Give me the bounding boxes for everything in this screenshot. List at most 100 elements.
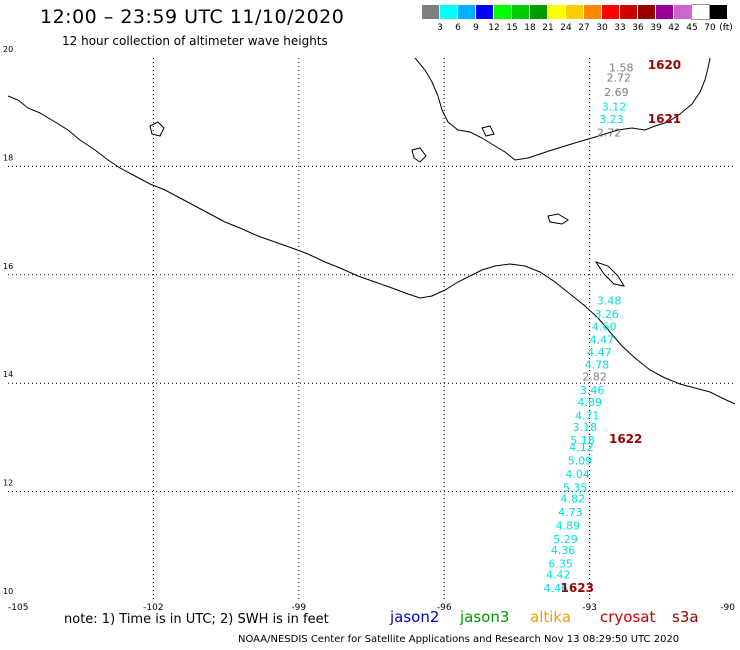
map-subtitle: 12 hour collection of altimeter wave hei…	[62, 34, 328, 48]
wave-height-value: 4.60	[592, 321, 617, 334]
color-scale-unit: (ft)	[719, 23, 733, 33]
track-time-label: 1620	[648, 58, 681, 72]
color-scale-label: 21	[542, 23, 554, 33]
satellite-legend-item: jason2	[390, 608, 440, 626]
wave-height-labels: 1.582.722.693.123.232.723.483.264.604.47…	[544, 62, 634, 595]
wave-height-value: 4.04	[565, 468, 590, 481]
color-scale-label: 39	[650, 23, 662, 33]
wave-height-value: 4.12	[569, 441, 594, 454]
wave-height-value: 6.35	[548, 557, 573, 570]
coastline	[7, 57, 736, 405]
satellite-legend-item: altika	[530, 608, 572, 626]
color-scale-label: 6	[455, 23, 461, 33]
color-scale-label: 33	[614, 23, 626, 33]
wave-height-value: 4.71	[575, 410, 600, 423]
color-swatch	[674, 5, 691, 19]
wave-height-value: 1.58	[609, 62, 634, 75]
satellite-legend-item: s3a	[672, 608, 699, 626]
wave-height-value: 2.69	[604, 86, 629, 99]
color-swatch	[422, 5, 439, 19]
latitude-tick-label: 16	[3, 262, 13, 271]
color-swatch	[494, 5, 511, 19]
longitude-tick-label: -99	[291, 603, 306, 613]
footer-note: note: 1) Time is in UTC; 2) SWH is in fe…	[64, 612, 329, 627]
longitude-tick-label: -105	[8, 603, 28, 613]
wave-height-value: 2.72	[607, 71, 632, 84]
color-scale-label: 9	[473, 23, 479, 33]
wave-height-value: 4.78	[585, 359, 610, 372]
color-swatch	[656, 5, 673, 19]
pacific-coastline	[7, 95, 736, 405]
color-swatch	[458, 5, 475, 19]
grid-lines	[8, 58, 735, 600]
color-swatch	[691, 4, 710, 20]
wave-height-value: 3.46	[580, 384, 605, 397]
wave-height-value: 3.12	[602, 101, 627, 114]
track-time-label: 1623	[561, 581, 594, 595]
wave-height-value: 4.89	[556, 520, 581, 533]
wave-height-value: 5.29	[553, 533, 578, 546]
latitude-tick-label: 18	[3, 153, 13, 162]
color-swatch	[476, 5, 493, 19]
color-swatch	[584, 5, 601, 19]
wave-height-value: 5.35	[563, 482, 588, 495]
color-scale-label: 36	[632, 23, 644, 33]
color-scale-label: 12	[488, 23, 500, 33]
satellite-legend-item: jason3	[460, 608, 510, 626]
color-swatch	[566, 5, 583, 19]
wave-height-value: 4.89	[577, 396, 602, 409]
gulf-coastline	[414, 57, 711, 161]
color-scale-label: 27	[578, 23, 590, 33]
color-scale-label: 42	[668, 23, 680, 33]
wave-height-value: 3.18	[573, 421, 598, 434]
longitude-tick-label: -93	[582, 603, 597, 613]
axis-labels: -105 -102 -99 -96 -93 -90 20 18 16 14 12 10	[3, 45, 735, 613]
color-scale-label: 30	[596, 23, 608, 33]
color-swatch	[710, 5, 727, 19]
wave-height-value: 4.73	[558, 506, 583, 519]
color-swatch	[512, 5, 529, 19]
wave-height-value: 5.09	[568, 455, 593, 468]
color-swatch	[440, 5, 457, 19]
map-title: 12:00 – 23:59 UTC 11/10/2020	[40, 6, 345, 28]
lake-outline	[594, 261, 626, 287]
wave-height-value: 4.46	[544, 582, 569, 595]
wave-height-value: 3.48	[597, 295, 622, 308]
color-scale-label: 15	[506, 23, 518, 33]
wave-height-value: 2.72	[597, 127, 622, 140]
wave-height-value: 2.82	[582, 370, 607, 383]
track-time-label: 1622	[609, 432, 642, 446]
wave-height-value: 3.23	[599, 113, 624, 126]
color-scale-label: 70	[704, 23, 716, 33]
latitude-tick-label: 10	[3, 587, 13, 596]
color-swatch	[638, 5, 655, 19]
track-time-label: 1621	[648, 112, 681, 126]
color-swatch	[620, 5, 637, 19]
wave-height-value: 4.36	[551, 544, 576, 557]
longitude-tick-label: -96	[437, 603, 452, 613]
longitude-tick-label: -90	[720, 603, 735, 613]
wave-height-value: 4.82	[561, 492, 586, 505]
color-swatch	[548, 5, 565, 19]
color-scale-label: 18	[524, 23, 536, 33]
wave-height-value: 4.42	[546, 568, 571, 581]
wave-height-value: 4.47	[587, 346, 612, 359]
longitude-tick-label: -102	[143, 603, 163, 613]
satellite-legend-item: cryosat	[600, 608, 656, 626]
color-swatch	[602, 5, 619, 19]
lake-outline	[411, 147, 427, 163]
credit-line: NOAA/NESDIS Center for Satellite Applica…	[238, 634, 680, 645]
color-scale-label: 3	[437, 23, 443, 33]
lake-outline	[547, 213, 569, 225]
color-scale-label: 24	[560, 23, 572, 33]
latitude-tick-label: 20	[3, 45, 13, 54]
lake-outline	[149, 121, 165, 137]
latitude-tick-label: 12	[3, 479, 13, 488]
lake-outline	[481, 125, 495, 137]
color-swatch	[530, 5, 547, 19]
wave-height-value: 3.26	[594, 308, 619, 321]
track-time-labels: 1620 1621 1622 1623	[561, 58, 682, 595]
wave-height-value: 5.18	[570, 434, 595, 447]
latitude-tick-label: 14	[3, 370, 13, 379]
